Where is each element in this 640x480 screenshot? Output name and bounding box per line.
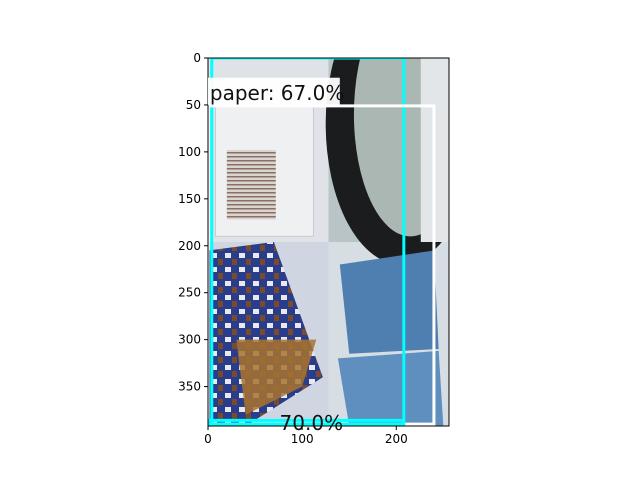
detection-label-fragment: 70.0% [280,411,344,435]
axes-frame [207,57,450,427]
y-axis: 0 50 100 150 200 250 300 350 [178,51,208,394]
image-axes: 0 100 200 0 50 100 150 200 250 300 350 paper: 67.… [178,51,450,446]
detection-label-background [208,77,340,105]
x-tick-label-100: 100 [291,432,314,446]
y-tick-label-100: 100 [178,145,201,159]
cardboard-top [339,250,439,354]
detection-labels: paper: 67.0% 70.0% [208,77,344,435]
x-axis: 0 100 200 [204,426,408,446]
cardboard-bottom [337,350,444,426]
y-tick-label-150: 150 [178,192,201,206]
envelope-window [226,150,276,220]
bottle-glass [353,58,449,237]
y-tick-label-0: 0 [193,51,201,65]
y-tick-label-200: 200 [178,239,201,253]
detection-box-3 [208,418,406,426]
detection-label: paper: 67.0% [210,81,344,105]
y-tick-label-350: 350 [178,380,201,394]
y-tick-label-50: 50 [186,98,201,112]
magazine-band [236,339,317,415]
x-tick-label-0: 0 [204,432,212,446]
photo-details [208,58,449,426]
y-tick-label-300: 300 [178,333,201,347]
x-tick-label-200: 200 [385,432,408,446]
detection-boxes [208,58,436,426]
y-tick-label-250: 250 [178,286,201,300]
